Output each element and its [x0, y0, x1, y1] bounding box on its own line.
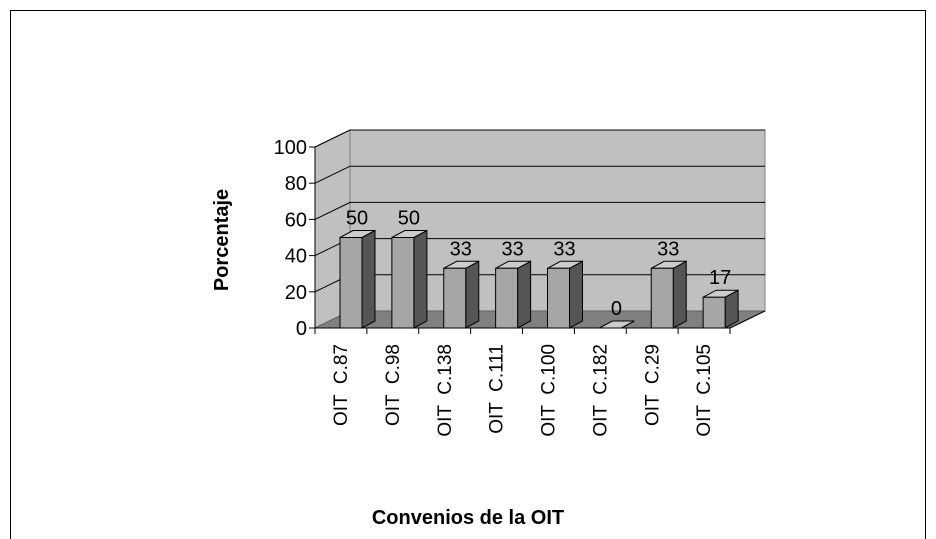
value-label: 33 [450, 238, 472, 260]
x-tick-label: OIT C.182 [590, 344, 611, 437]
y-tick-label: 100 [274, 137, 307, 159]
value-label: 17 [709, 267, 731, 289]
x-tick-label: OIT C.87 [331, 344, 352, 426]
y-tick-label: 40 [285, 246, 307, 268]
bar-side [361, 229, 376, 329]
value-label: 33 [657, 238, 679, 260]
floor-edge [729, 310, 766, 329]
bar [391, 229, 428, 329]
grid-line [314, 165, 765, 184]
value-label: 0 [611, 298, 622, 320]
y-tick-label: 60 [285, 209, 307, 231]
grid-line [314, 201, 765, 220]
value-label: 50 [346, 208, 368, 230]
value-label: 33 [553, 238, 575, 260]
bar-side [569, 260, 583, 329]
bar [599, 320, 635, 329]
bar [339, 229, 376, 329]
grid-line [314, 129, 765, 148]
bar-front [391, 237, 415, 329]
bar [443, 260, 480, 329]
x-tick-label: OIT C.111 [487, 344, 508, 434]
bar-side [517, 260, 532, 329]
x-tick-label: OIT C.98 [383, 344, 404, 426]
y-axis-title: Porcentaje [211, 189, 233, 291]
bar-front [702, 296, 726, 329]
bar [650, 260, 687, 329]
bar-front [443, 267, 467, 329]
value-label: 33 [502, 238, 524, 260]
floor [314, 310, 766, 329]
bar-side [413, 229, 428, 329]
bar-side [672, 260, 687, 329]
bar-front [339, 237, 363, 329]
bar-side [465, 260, 480, 329]
x-tick-label: OIT C.100 [539, 344, 560, 437]
bar-front [650, 267, 674, 329]
y-tick-label: 0 [296, 318, 307, 340]
bar-front [547, 267, 570, 329]
y-tick-label: 80 [285, 173, 307, 195]
bar [495, 260, 532, 329]
x-tick-label: OIT C.29 [642, 344, 663, 426]
x-tick-label: OIT C.138 [435, 344, 456, 437]
bar [547, 260, 583, 329]
y-tick-label: 20 [285, 282, 307, 304]
bar [702, 289, 739, 329]
x-tick-label: OIT C.105 [694, 344, 715, 437]
x-axis-title: Convenios de la OIT [372, 507, 564, 529]
bar-front [495, 267, 519, 329]
value-label: 50 [398, 208, 420, 230]
